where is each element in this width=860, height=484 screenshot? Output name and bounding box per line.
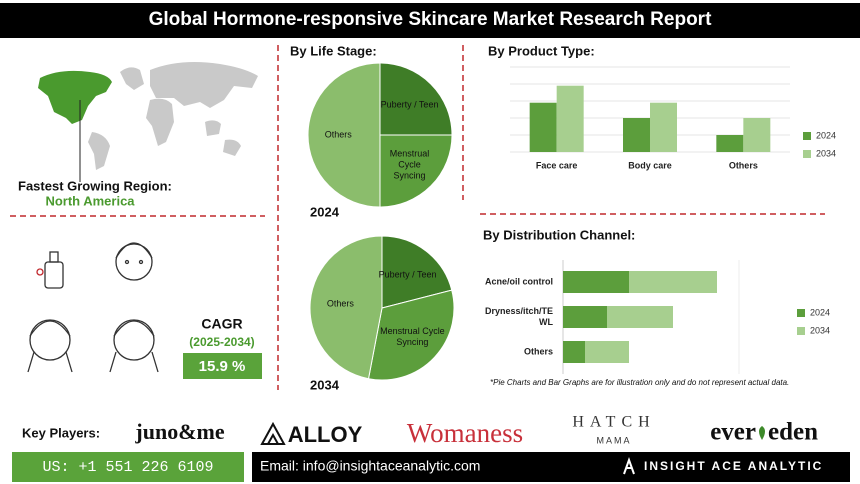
pie-slice [379, 62, 453, 136]
bar [743, 118, 771, 152]
bar-segment [607, 306, 673, 328]
logo: ALLOY [288, 422, 363, 447]
slice-label: Puberty / Teen [380, 99, 439, 110]
logo: Womaness [407, 418, 523, 448]
region-value: North America [45, 193, 135, 208]
phone-box [12, 452, 244, 482]
logo: ever [710, 419, 756, 446]
y-tick-label: Dryness/itch/TE WL [484, 306, 553, 327]
logo: eden [768, 419, 818, 446]
y-tick-label: Acne/oil control [484, 276, 553, 287]
chart-title: By Life Stage: [290, 43, 377, 58]
north-america [38, 70, 112, 124]
bar [556, 85, 584, 152]
bar-segment [563, 341, 585, 363]
pie-slice [309, 235, 383, 380]
alloy-icon [260, 421, 286, 445]
skincare-icons [27, 242, 159, 373]
south-america [88, 132, 110, 170]
bar-segment [563, 271, 629, 293]
cagr-value: 15.9 % [199, 358, 246, 375]
pie-slice [307, 62, 381, 208]
chart-title: By Product Type: [488, 43, 595, 58]
cagr-period: (2025-2034) [189, 335, 254, 349]
region-label: Fastest Growing Region: [18, 178, 172, 193]
slice-label: Others [324, 129, 352, 140]
logo-sub: MAMA [597, 435, 632, 445]
footnote: *Pie Charts and Bar Graphs are for illus… [490, 378, 789, 387]
pie-slice [379, 134, 453, 208]
email: Email: info@insightaceanalytic.com [260, 458, 480, 474]
cagr-label: CAGR [201, 316, 242, 332]
legend-swatch [797, 327, 805, 335]
brand-icon [623, 457, 635, 475]
bar-segment [563, 306, 607, 328]
bar [529, 102, 557, 152]
slice-label: Menstrual Cycle Syncing [389, 148, 430, 181]
logo: juno&me [134, 419, 224, 444]
pie-year: 2034 [310, 377, 340, 392]
pie-slice [367, 289, 455, 381]
pie-slice [381, 235, 453, 309]
slice-label: Others [326, 298, 354, 309]
legend-label: 2024 [810, 307, 830, 317]
legend-label: 2024 [816, 130, 836, 140]
dividers [10, 45, 825, 390]
key-players-label: Key Players: [22, 425, 100, 440]
bar [623, 118, 650, 152]
contact-bar [252, 452, 850, 482]
x-tick-label: Body care [628, 160, 672, 170]
pie-year: 2024 [310, 204, 340, 219]
header-bar [0, 3, 860, 38]
bar [650, 102, 677, 152]
phone: US: +1 551 226 6109 [42, 459, 213, 476]
leaf-icon [759, 426, 765, 440]
bar [716, 135, 744, 152]
legend-swatch [797, 309, 805, 317]
bar-segment [585, 341, 629, 363]
legend-swatch [803, 150, 811, 158]
cagr-box [183, 353, 262, 379]
slice-label: Puberty / Teen [378, 269, 437, 280]
title: Global Hormone-responsive Skincare Marke… [149, 9, 712, 30]
legend-swatch [803, 132, 811, 140]
slice-label: Menstrual Cycle Syncing [380, 325, 445, 347]
world-map [120, 62, 258, 156]
logo: HATCH [572, 414, 655, 431]
legend-label: 2034 [816, 148, 836, 158]
bar-segment [629, 271, 717, 293]
legend-label: 2034 [810, 325, 830, 335]
chart-title: By Distribution Channel: [483, 227, 635, 242]
x-tick-label: Others [729, 160, 758, 170]
y-tick-label: Others [523, 346, 553, 357]
x-tick-label: Face care [536, 160, 578, 170]
brand: INSIGHT ACE ANALYTIC [644, 459, 823, 473]
